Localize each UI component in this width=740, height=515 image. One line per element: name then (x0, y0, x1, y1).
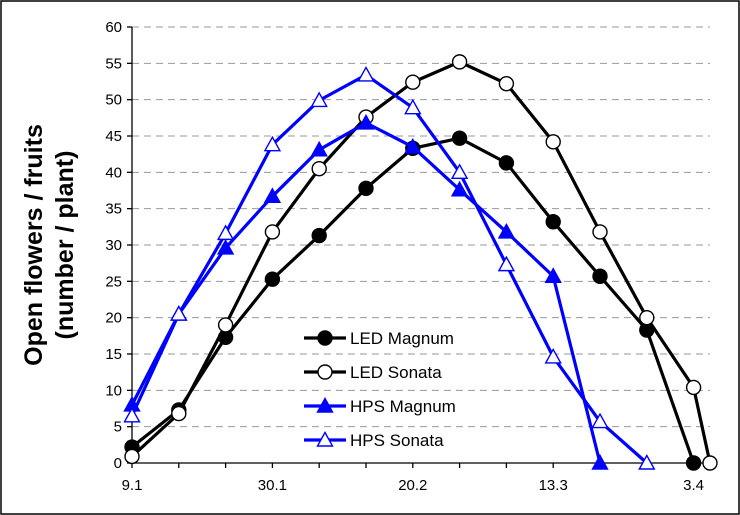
data-point-led-sonata-0 (124, 448, 140, 465)
y-tick-label-60: 60 (105, 19, 122, 36)
legend-item-led-magnum: LED Magnum (304, 329, 454, 348)
series-hps-sonata (123, 66, 656, 470)
legend-item-led-sonata: LED Sonata (304, 363, 442, 382)
data-point-led-magnum-5 (358, 180, 374, 197)
series-layer (123, 54, 718, 471)
y-tick-label-15: 15 (105, 346, 122, 363)
data-point-hps-magnum-3 (263, 187, 282, 204)
data-point-hps-sonata-5 (357, 66, 375, 82)
legend-marker-led-magnum (317, 330, 333, 346)
y-axis-label-line-2: (number / plant) (51, 151, 79, 340)
legend-label-led-sonata: LED Sonata (350, 363, 442, 382)
data-point-led-sonata-7 (451, 54, 468, 70)
data-point-led-sonata-6 (405, 74, 421, 90)
data-point-hps-magnum-4 (310, 140, 328, 157)
y-tick-label-50: 50 (105, 92, 122, 109)
data-point-hps-sonata-11 (638, 454, 656, 470)
data-point-led-sonata-10 (592, 224, 608, 240)
legend-marker-hps-sonata (316, 431, 334, 447)
data-point-led-magnum-8 (498, 155, 515, 171)
data-point-led-sonata-4 (311, 160, 327, 177)
data-point-hps-sonata-0 (123, 406, 141, 423)
data-point-hps-magnum-7 (450, 180, 469, 197)
axis-layer: 0 5 10 15 20 25 30 35 40 45 50 55 60 9.1 30.1 20.2 13.3 3… (105, 19, 710, 494)
data-point-led-sonata-12 (685, 379, 702, 396)
data-point-hps-sonata-3 (263, 135, 282, 152)
grid-layer (132, 26, 710, 428)
data-point-hps-sonata-7 (450, 163, 469, 180)
legend-item-hps-sonata: HPS Sonata (304, 431, 444, 450)
data-point-led-sonata-11 (639, 309, 655, 326)
y-tick-label-20: 20 (105, 310, 122, 327)
data-point-hps-magnum-8 (497, 222, 516, 239)
data-point-led-sonata-13 (702, 455, 718, 471)
data-point-led-sonata-8 (498, 75, 515, 92)
data-point-led-magnum-4 (311, 227, 327, 244)
series-led-sonata (124, 54, 718, 471)
series-line-hps-sonata (130, 73, 648, 465)
x-tick-label-0: 9.1 (122, 477, 143, 494)
data-point-led-magnum-10 (592, 268, 608, 284)
y-tick-label-5: 5 (114, 419, 122, 436)
y-tick-label-25: 25 (105, 273, 122, 290)
data-point-hps-sonata-2 (216, 224, 235, 241)
legend-label-hps-magnum: HPS Magnum (350, 397, 456, 416)
y-tick-label-55: 55 (105, 55, 122, 72)
data-point-hps-sonata-4 (310, 91, 328, 108)
data-point-hps-sonata-6 (404, 98, 422, 115)
x-tick-label-2: 20.2 (398, 477, 427, 494)
data-point-hps-sonata-9 (544, 347, 562, 364)
data-point-led-magnum-12 (685, 455, 702, 471)
legend-label-led-magnum: LED Magnum (350, 329, 454, 348)
data-point-led-magnum-7 (451, 130, 468, 146)
y-tick-label-45: 45 (105, 128, 122, 145)
legend-item-hps-magnum: HPS Magnum (304, 397, 456, 416)
data-point-led-magnum-3 (264, 271, 281, 287)
data-point-led-sonata-9 (545, 134, 561, 150)
legend-marker-led-sonata (317, 364, 333, 380)
y-tick-label-10: 10 (105, 382, 122, 399)
y-tick-label-40: 40 (105, 164, 122, 181)
data-point-led-sonata-1 (171, 405, 187, 422)
y-axis-label-line-1: Open flowers / fruits (20, 124, 48, 366)
data-point-hps-sonata-1 (170, 305, 188, 321)
x-tick-label-4: 3.4 (683, 477, 704, 494)
series-hps-magnum (123, 113, 609, 470)
data-point-hps-magnum-10 (591, 454, 609, 470)
x-tick-label-3: 13.3 (539, 477, 568, 494)
y-tick-label-0: 0 (114, 455, 122, 472)
data-point-led-sonata-3 (264, 224, 281, 240)
x-tick-label-1: 30.1 (258, 477, 287, 494)
legend-marker-hps-magnum (316, 397, 334, 413)
series-line-led-sonata (130, 60, 712, 464)
legend-label-hps-sonata: HPS Sonata (350, 431, 444, 450)
data-point-hps-magnum-9 (544, 267, 562, 283)
legend: LED Magnum LED Sonata HPS Magnum HPS Sonata (304, 329, 456, 450)
data-point-hps-magnum-2 (216, 238, 235, 255)
data-point-led-magnum-9 (545, 214, 561, 230)
y-tick-label-35: 35 (105, 201, 122, 218)
data-point-hps-sonata-10 (591, 412, 609, 429)
y-tick-label-30: 30 (105, 237, 122, 254)
data-point-hps-sonata-8 (497, 255, 516, 272)
data-point-led-sonata-2 (217, 317, 234, 333)
data-point-hps-magnum-5 (357, 113, 375, 130)
data-point-hps-magnum-6 (404, 137, 422, 154)
